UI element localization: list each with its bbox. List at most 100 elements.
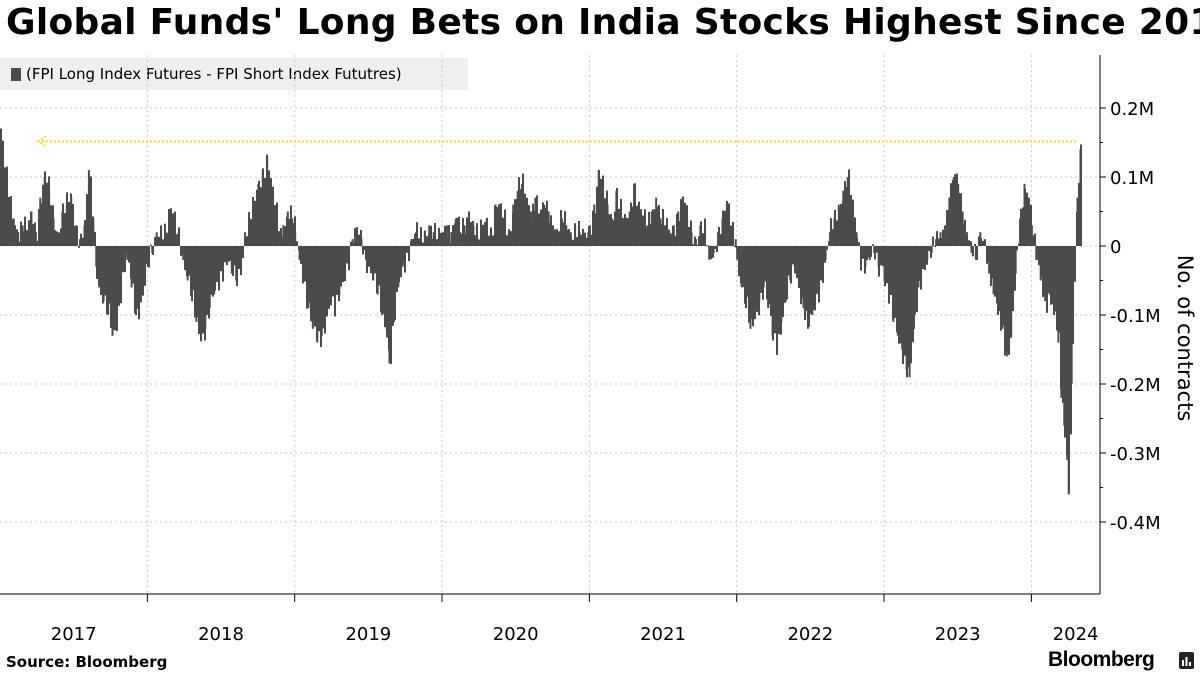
data-bar — [274, 205, 276, 246]
data-point-bar — [806, 246, 809, 329]
data-point-bar — [74, 225, 77, 246]
x-tick-label: 2024 — [1053, 624, 1099, 645]
data-point-bar — [34, 232, 37, 246]
data-point-bar — [516, 190, 519, 246]
data-bar — [536, 195, 538, 246]
data-bar — [518, 177, 520, 246]
data-bar — [434, 222, 436, 246]
data-point-bar — [597, 170, 600, 246]
data-point-bar — [230, 246, 233, 274]
data-bar — [576, 237, 578, 246]
data-point-bar — [459, 232, 462, 246]
data-bar — [644, 209, 646, 246]
data-bar — [366, 246, 368, 274]
data-bar — [792, 246, 794, 265]
data-point-bar — [160, 225, 163, 246]
data-point-bar — [712, 246, 715, 253]
data-point-bar — [952, 177, 955, 246]
data-bar — [430, 225, 432, 246]
data-point-bar — [445, 225, 448, 246]
data-point-bar — [637, 204, 640, 246]
data-point-bar — [1035, 246, 1038, 260]
data-bar — [134, 246, 136, 314]
data-point-bar — [538, 218, 541, 246]
data-bar — [936, 231, 938, 246]
y-tick-label: 0 — [1110, 237, 1121, 258]
data-bar — [618, 208, 620, 246]
data-bar — [924, 246, 926, 271]
data-bar — [684, 202, 686, 246]
data-bar — [920, 246, 922, 290]
data-bar — [580, 234, 582, 246]
y-tick-label: 0.2M — [1110, 99, 1154, 120]
data-bar — [228, 246, 230, 262]
data-bar — [38, 209, 40, 246]
data-bar — [612, 220, 614, 246]
legend: (FPI Long Index Futures - FPI Short Inde… — [0, 58, 468, 90]
data-bar — [106, 246, 108, 314]
data-bar — [688, 226, 690, 246]
data-bar — [720, 234, 722, 246]
data-bar — [1026, 192, 1028, 246]
data-point-bar — [574, 225, 577, 246]
data-bar — [122, 246, 124, 273]
data-point-bar — [291, 218, 294, 246]
data-bar — [28, 220, 30, 246]
data-point-bar — [239, 246, 242, 267]
chart-title: Global Funds' Long Bets on India Stocks … — [6, 2, 1200, 43]
data-point-bar — [864, 246, 867, 267]
data-point-bar — [303, 246, 306, 281]
data-bar — [148, 246, 150, 268]
data-point-bar — [690, 232, 693, 246]
data-bar — [260, 187, 262, 246]
data-bar — [294, 216, 296, 246]
data-point-bar — [107, 246, 110, 315]
data-bar — [314, 246, 316, 327]
data-bar — [238, 246, 240, 269]
data-bar — [872, 244, 874, 246]
data-point-bar — [1063, 246, 1066, 426]
data-point-bar — [686, 218, 689, 246]
data-bar — [858, 242, 860, 246]
data-point-bar — [917, 246, 920, 288]
data-bar — [322, 246, 324, 329]
data-point-bar — [1048, 246, 1051, 295]
data-bar — [272, 186, 274, 246]
x-tick-label: 2021 — [640, 624, 686, 645]
data-bar — [662, 209, 664, 246]
y-tick-label: 0.1M — [1110, 168, 1154, 189]
data-bar — [440, 233, 442, 246]
legend-label: (FPI Long Index Futures - FPI Short Inde… — [26, 65, 402, 83]
data-point-bar — [98, 246, 101, 288]
data-bar — [744, 246, 746, 304]
data-point-bar — [578, 232, 581, 246]
data-bar — [604, 198, 606, 246]
data-bar — [60, 228, 62, 246]
data-point-bar — [257, 183, 260, 246]
data-bar — [946, 209, 948, 246]
data-point-bar — [974, 246, 977, 260]
data-point-bar — [279, 232, 282, 246]
data-point-bar — [338, 246, 341, 295]
data-point-bar — [668, 232, 671, 246]
data-bar — [904, 246, 906, 356]
data-point-bar — [494, 204, 497, 246]
data-bar — [6, 166, 8, 246]
data-bar — [242, 246, 244, 259]
data-point-bar — [745, 246, 748, 309]
data-bar — [264, 177, 266, 246]
x-tick-label: 2023 — [935, 624, 981, 645]
data-bar — [524, 193, 526, 246]
data-bar — [336, 246, 338, 295]
data-point-bar — [126, 246, 129, 260]
x-tick-label: 2022 — [787, 624, 833, 645]
data-point-bar — [534, 197, 537, 246]
data-point-bar — [208, 246, 211, 309]
data-point-bar — [992, 246, 995, 295]
data-bar — [910, 246, 912, 364]
data-bar — [1004, 246, 1006, 356]
data-point-bar — [930, 246, 933, 253]
data-point-bar — [130, 246, 133, 288]
data-bar — [786, 246, 788, 300]
data-point-bar — [217, 246, 220, 281]
